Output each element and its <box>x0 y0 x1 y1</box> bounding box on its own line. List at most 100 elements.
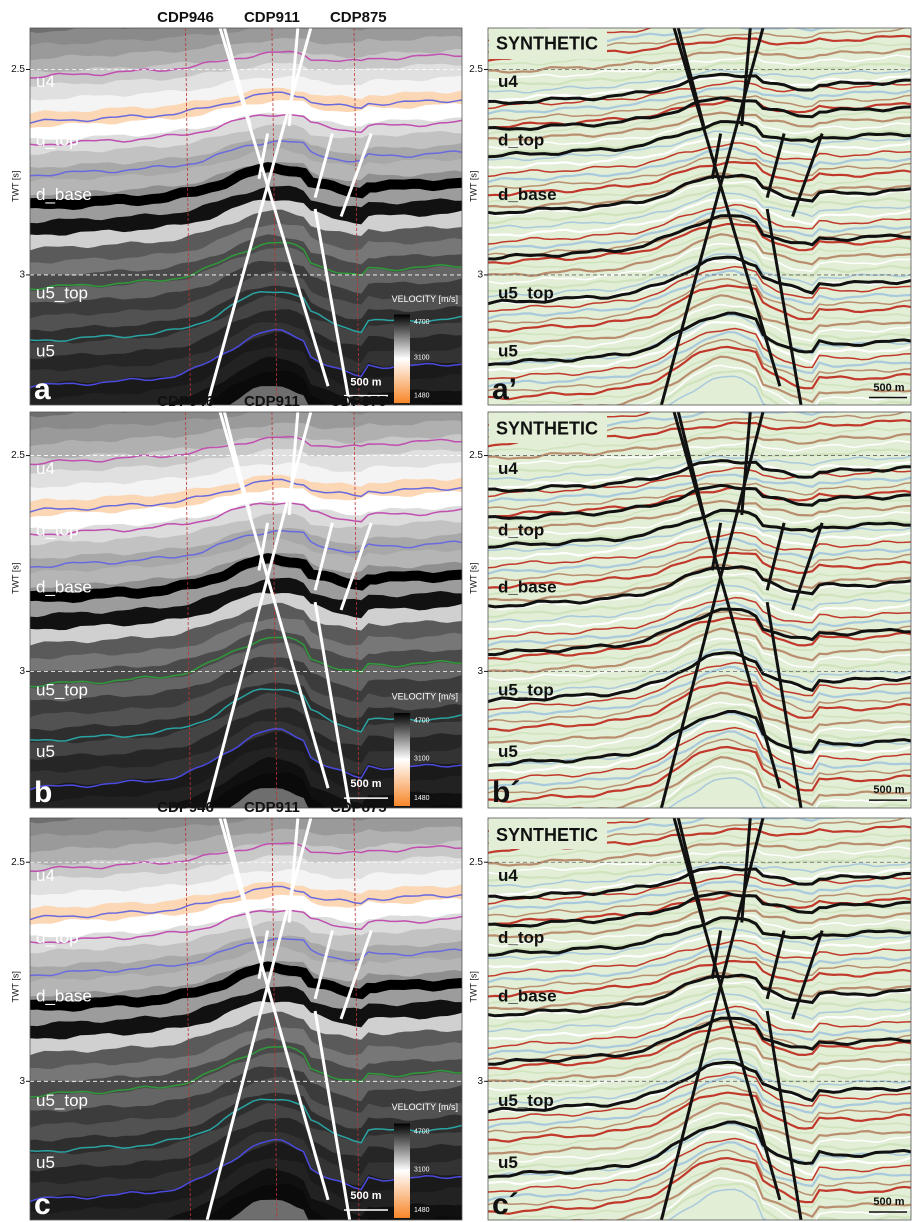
trace-line <box>488 467 911 498</box>
horizon <box>488 1016 911 1066</box>
trace-line <box>488 156 911 190</box>
panel-title: SYNTHETIC <box>496 419 598 439</box>
trace-line <box>488 584 911 624</box>
fault <box>765 1010 803 1220</box>
trace-line <box>488 265 911 313</box>
horizon <box>488 96 911 131</box>
velocity-band <box>30 707 462 775</box>
layer-label: u4 <box>498 72 518 91</box>
horizon <box>488 607 911 657</box>
tick-label: 2.5 <box>11 64 25 75</box>
trace-line <box>488 706 911 762</box>
trace-line <box>488 460 911 490</box>
velocity-band <box>30 731 462 804</box>
velocity-band <box>30 234 462 293</box>
horizon <box>488 891 911 928</box>
fault <box>313 930 334 1000</box>
section-image <box>30 412 462 808</box>
trace-line <box>488 61 911 88</box>
trace-line <box>488 137 911 169</box>
trace-line <box>488 227 911 271</box>
trace-line <box>488 233 911 277</box>
trace-line <box>488 627 911 674</box>
layer-label: d_base <box>498 185 557 204</box>
horizon <box>30 435 462 466</box>
frame <box>487 27 912 406</box>
fault <box>791 930 824 1020</box>
trace-line <box>488 621 911 668</box>
trace-line <box>488 54 911 82</box>
panel: 2.5 3 TWT [s] u4 d_top d_base u5_top u5 a CDP946 C… <box>10 9 463 406</box>
trace-line <box>488 289 911 339</box>
fault <box>257 522 270 571</box>
colorbar-label: 3100 <box>414 1167 430 1174</box>
panel-letter: c´ <box>492 1188 519 1221</box>
frame <box>487 817 912 1221</box>
fault <box>740 818 752 923</box>
cdp-line <box>185 28 191 405</box>
velocity-band <box>30 628 462 691</box>
velocity-band <box>30 894 462 940</box>
layer-label: d_top <box>498 928 544 947</box>
trace-line <box>569 756 911 808</box>
trace-line <box>488 246 911 293</box>
trace-line <box>488 184 911 225</box>
layer-label: u5 <box>498 1153 518 1172</box>
trace-line <box>488 591 911 632</box>
fault <box>765 601 803 808</box>
cdp-label: CDP911 <box>244 393 300 410</box>
panel-letter: c <box>34 1188 51 1221</box>
cdp-label: CDP875 <box>330 799 387 816</box>
cdp-label: CDP946 <box>157 9 214 26</box>
fault <box>313 208 352 405</box>
trace-line <box>488 330 911 388</box>
velocity-band <box>30 920 462 969</box>
fault <box>205 28 313 405</box>
layer-label: d_base <box>36 578 92 597</box>
trace-line <box>488 939 911 977</box>
velocity-band <box>30 87 462 130</box>
trace-line <box>488 616 911 661</box>
layer-label: u5_top <box>498 681 554 700</box>
fault <box>710 522 723 571</box>
cdp-label: CDP911 <box>244 9 300 26</box>
fault <box>205 412 313 808</box>
trace-line <box>488 686 911 739</box>
tick-label: 3 <box>19 1076 25 1087</box>
panel: 2.5 3 TWT [s] u4 d_top d_base u5_top u5 c´ SYNTHE… <box>468 817 912 1221</box>
trace-line <box>488 1019 911 1062</box>
trace-line <box>488 665 911 719</box>
cdp-line <box>271 818 278 1220</box>
trace-line <box>488 1091 911 1143</box>
velocity-band <box>30 500 462 547</box>
trace-line <box>488 506 911 540</box>
trace-line <box>488 880 911 911</box>
trace-line <box>488 738 911 794</box>
velocity-band <box>30 309 462 373</box>
axis-label: TWT [s] <box>10 563 20 594</box>
trace-line <box>502 1162 911 1220</box>
layer-label: u4 <box>36 72 55 91</box>
velocity-band <box>30 935 462 984</box>
layer-label: u5 <box>498 342 518 361</box>
trace-line <box>488 1137 911 1193</box>
trace-line <box>488 481 911 511</box>
scale-label: 500 m <box>350 1190 381 1202</box>
layer-label: u4 <box>36 459 55 478</box>
panel-letter: a’ <box>492 373 517 406</box>
scale-label: 500 m <box>873 784 904 796</box>
trace-line <box>488 1096 911 1150</box>
trace-line <box>654 1182 911 1220</box>
horizon <box>30 529 462 568</box>
trace-line <box>488 1005 911 1050</box>
section-image <box>488 818 911 1220</box>
frame <box>29 27 463 406</box>
layer-label: d_top <box>36 131 79 150</box>
trace-line <box>488 1050 911 1100</box>
axis-label: TWT [s] <box>468 971 478 1002</box>
velocity-band <box>30 973 462 1028</box>
trace-line <box>488 345 911 401</box>
horizon <box>488 973 911 1018</box>
trace-line <box>488 277 911 324</box>
layer-label: d_top <box>36 520 79 539</box>
